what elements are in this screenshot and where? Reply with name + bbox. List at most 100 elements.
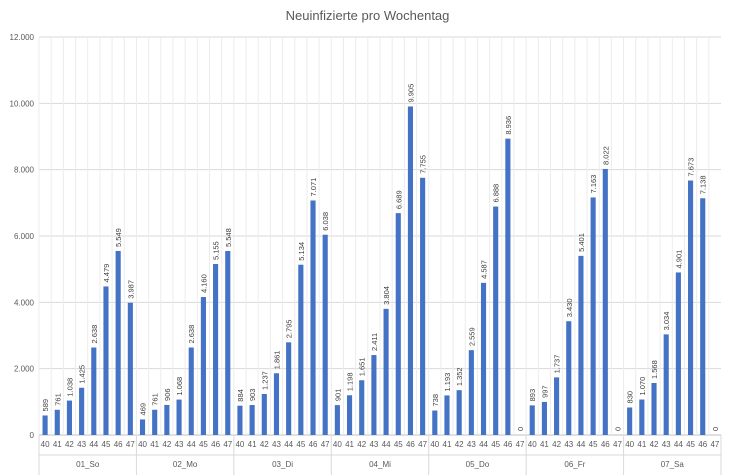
bar [602, 168, 608, 435]
bar [79, 387, 85, 435]
category-label: 46 [698, 440, 707, 449]
data-label: 5.548 [224, 228, 233, 247]
bar [91, 347, 97, 435]
data-label: 5.549 [114, 228, 123, 247]
category-label: 40 [430, 440, 439, 449]
data-label: 589 [41, 399, 50, 412]
data-label: 830 [626, 391, 635, 404]
category-label: 45 [394, 440, 403, 449]
bar [115, 250, 121, 435]
category-label: 47 [418, 440, 427, 449]
category-label: 43 [662, 440, 671, 449]
group-label: 05_Do [466, 460, 490, 469]
category-label: 46 [601, 440, 610, 449]
y-tick-label: 12.000 [10, 33, 35, 42]
data-label: 884 [236, 389, 245, 402]
data-label: 7.138 [699, 175, 708, 194]
category-label: 45 [296, 440, 305, 449]
data-label: 906 [163, 388, 172, 401]
data-label: 1.737 [553, 355, 562, 374]
data-label: 1.237 [260, 371, 269, 390]
bar [541, 401, 547, 435]
category-label: 44 [187, 440, 196, 449]
bar [322, 234, 328, 435]
data-label: 7.755 [419, 155, 428, 174]
category-label: 47 [126, 440, 135, 449]
data-label: 5.134 [297, 242, 306, 261]
group-label: 06_Fr [564, 460, 585, 469]
data-label: 1.568 [650, 360, 659, 379]
category-label: 47 [613, 440, 622, 449]
data-label: 4.587 [480, 260, 489, 279]
group-label: 07_Sa [661, 460, 685, 469]
bar [639, 399, 645, 435]
category-label: 46 [211, 440, 220, 449]
data-label: 0 [613, 427, 622, 431]
category-label: 42 [455, 440, 464, 449]
bar [456, 390, 462, 435]
category-label: 44 [674, 440, 683, 449]
bar [152, 409, 158, 435]
data-label: 1.425 [78, 365, 87, 384]
data-label: 7.673 [687, 158, 696, 177]
bar [261, 393, 267, 435]
data-label: 7.163 [589, 175, 598, 194]
category-label: 46 [503, 440, 512, 449]
bar [371, 355, 377, 435]
category-label: 45 [199, 440, 208, 449]
bar [188, 347, 194, 435]
category-label: 47 [710, 440, 719, 449]
bar [176, 399, 182, 435]
bar [286, 342, 292, 435]
category-label: 40 [235, 440, 244, 449]
y-tick-label: 8.000 [14, 166, 35, 175]
category-label: 44 [89, 440, 98, 449]
data-label: 6.689 [394, 190, 403, 209]
data-label: 469 [139, 403, 148, 416]
data-label: 0 [711, 427, 720, 431]
data-label: 893 [528, 389, 537, 402]
data-label: 2.638 [187, 325, 196, 344]
bar [395, 213, 401, 435]
bar [298, 264, 304, 435]
bar [590, 197, 596, 435]
category-label: 41 [345, 440, 354, 449]
bar [273, 373, 280, 435]
category-label: 41 [53, 440, 62, 449]
bar [127, 302, 133, 435]
category-label: 41 [443, 440, 452, 449]
category-label: 44 [284, 440, 293, 449]
data-label: 5.155 [212, 241, 221, 260]
bar [66, 400, 73, 435]
category-label: 45 [102, 440, 111, 449]
data-label: 3.430 [565, 298, 574, 317]
data-label: 6.038 [321, 212, 330, 231]
category-label: 47 [321, 440, 330, 449]
data-label: 6.888 [492, 184, 501, 203]
bar [663, 334, 669, 435]
data-label: 1.070 [638, 377, 647, 396]
category-label: 40 [138, 440, 147, 449]
category-label: 40 [625, 440, 634, 449]
bar [383, 308, 389, 435]
data-label: 738 [431, 394, 440, 407]
bar [505, 138, 511, 435]
bar [687, 180, 694, 435]
bar [164, 404, 170, 435]
bar [225, 250, 231, 435]
category-label: 46 [114, 440, 123, 449]
category-label: 43 [564, 440, 573, 449]
category-label: 40 [528, 440, 537, 449]
data-label: 2.411 [370, 333, 379, 351]
category-label: 47 [223, 440, 232, 449]
data-label: 997 [540, 385, 549, 398]
category-label: 42 [357, 440, 366, 449]
bar [310, 200, 316, 435]
category-label: 45 [686, 440, 695, 449]
data-label: 2.795 [285, 320, 294, 339]
bar [346, 395, 353, 435]
bar [359, 380, 365, 435]
data-label: 903 [248, 389, 257, 402]
category-label: 43 [369, 440, 378, 449]
